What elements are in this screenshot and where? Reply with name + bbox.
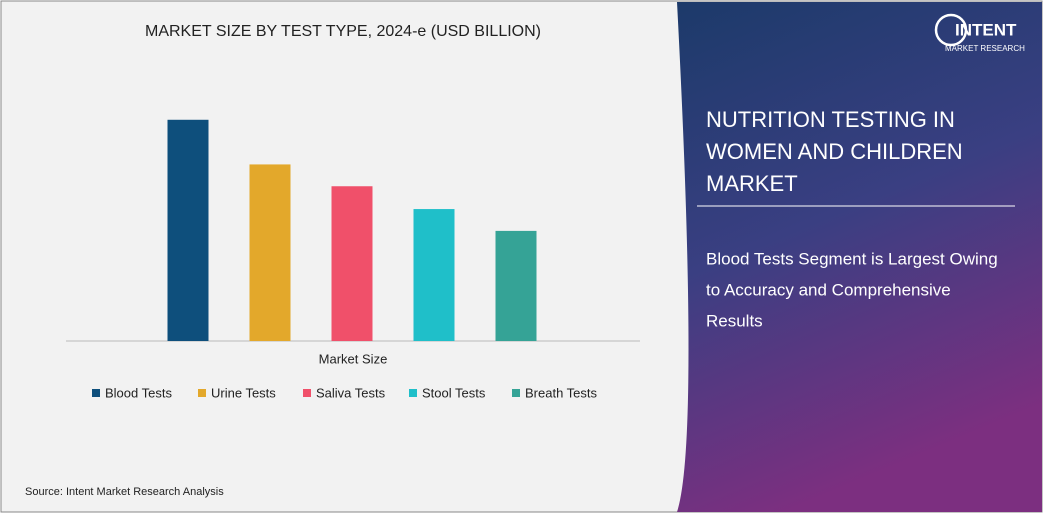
legend-label: Saliva Tests: [316, 385, 386, 400]
panel-subheading: Results: [706, 311, 763, 330]
legend-label: Breath Tests: [525, 385, 598, 400]
side-panel: [677, 2, 1042, 512]
bar: [495, 230, 537, 341]
chart-title: MARKET SIZE BY TEST TYPE, 2024-e (USD BI…: [145, 23, 541, 40]
logo-icon: [934, 13, 968, 47]
legend-swatch: [303, 389, 311, 397]
panel-subheading: Blood Tests Segment is Largest Owing: [706, 249, 998, 268]
panel-heading: NUTRITION TESTING IN: [706, 107, 955, 132]
bar: [331, 186, 373, 341]
bar: [167, 119, 209, 341]
bar: [249, 164, 291, 341]
x-tick-label: Market Size: [319, 351, 388, 366]
legend-swatch: [198, 389, 206, 397]
panel-heading: MARKET: [706, 171, 798, 196]
legend-label: Urine Tests: [211, 385, 276, 400]
source: Source: Intent Market Research Analysis: [25, 486, 224, 498]
legend-label: Blood Tests: [105, 385, 172, 400]
logo-name: INTENT: [955, 20, 1017, 39]
bar: [413, 209, 455, 341]
panel-heading: WOMEN AND CHILDREN: [706, 139, 963, 164]
logo-tagline: MARKET RESEARCH: [945, 44, 1025, 53]
panel-subheading: to Accuracy and Comprehensive: [706, 280, 951, 299]
legend-swatch: [409, 389, 417, 397]
legend-swatch: [92, 389, 100, 397]
legend-swatch: [512, 389, 520, 397]
legend-label: Stool Tests: [422, 385, 486, 400]
